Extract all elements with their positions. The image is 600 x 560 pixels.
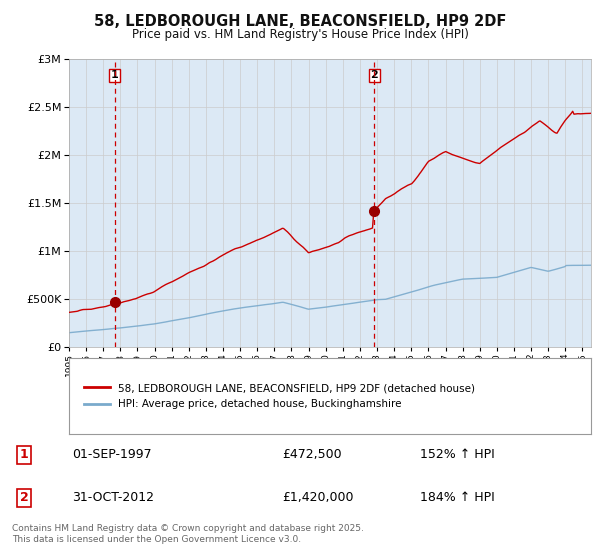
Text: 01-SEP-1997: 01-SEP-1997 bbox=[72, 448, 152, 461]
Text: Contains HM Land Registry data © Crown copyright and database right 2025.
This d: Contains HM Land Registry data © Crown c… bbox=[12, 524, 364, 544]
Text: 31-OCT-2012: 31-OCT-2012 bbox=[72, 491, 154, 504]
Text: Price paid vs. HM Land Registry's House Price Index (HPI): Price paid vs. HM Land Registry's House … bbox=[131, 28, 469, 41]
Text: 184% ↑ HPI: 184% ↑ HPI bbox=[420, 491, 495, 504]
Legend: 58, LEDBOROUGH LANE, BEACONSFIELD, HP9 2DF (detached house), HPI: Average price,: 58, LEDBOROUGH LANE, BEACONSFIELD, HP9 2… bbox=[79, 379, 479, 413]
Text: 2: 2 bbox=[20, 491, 28, 504]
Text: £1,420,000: £1,420,000 bbox=[282, 491, 353, 504]
Text: £472,500: £472,500 bbox=[282, 448, 341, 461]
Text: 58, LEDBOROUGH LANE, BEACONSFIELD, HP9 2DF: 58, LEDBOROUGH LANE, BEACONSFIELD, HP9 2… bbox=[94, 14, 506, 29]
Text: 2: 2 bbox=[370, 71, 378, 80]
Text: 152% ↑ HPI: 152% ↑ HPI bbox=[420, 448, 495, 461]
Text: 1: 1 bbox=[111, 71, 119, 80]
Text: 1: 1 bbox=[20, 448, 28, 461]
